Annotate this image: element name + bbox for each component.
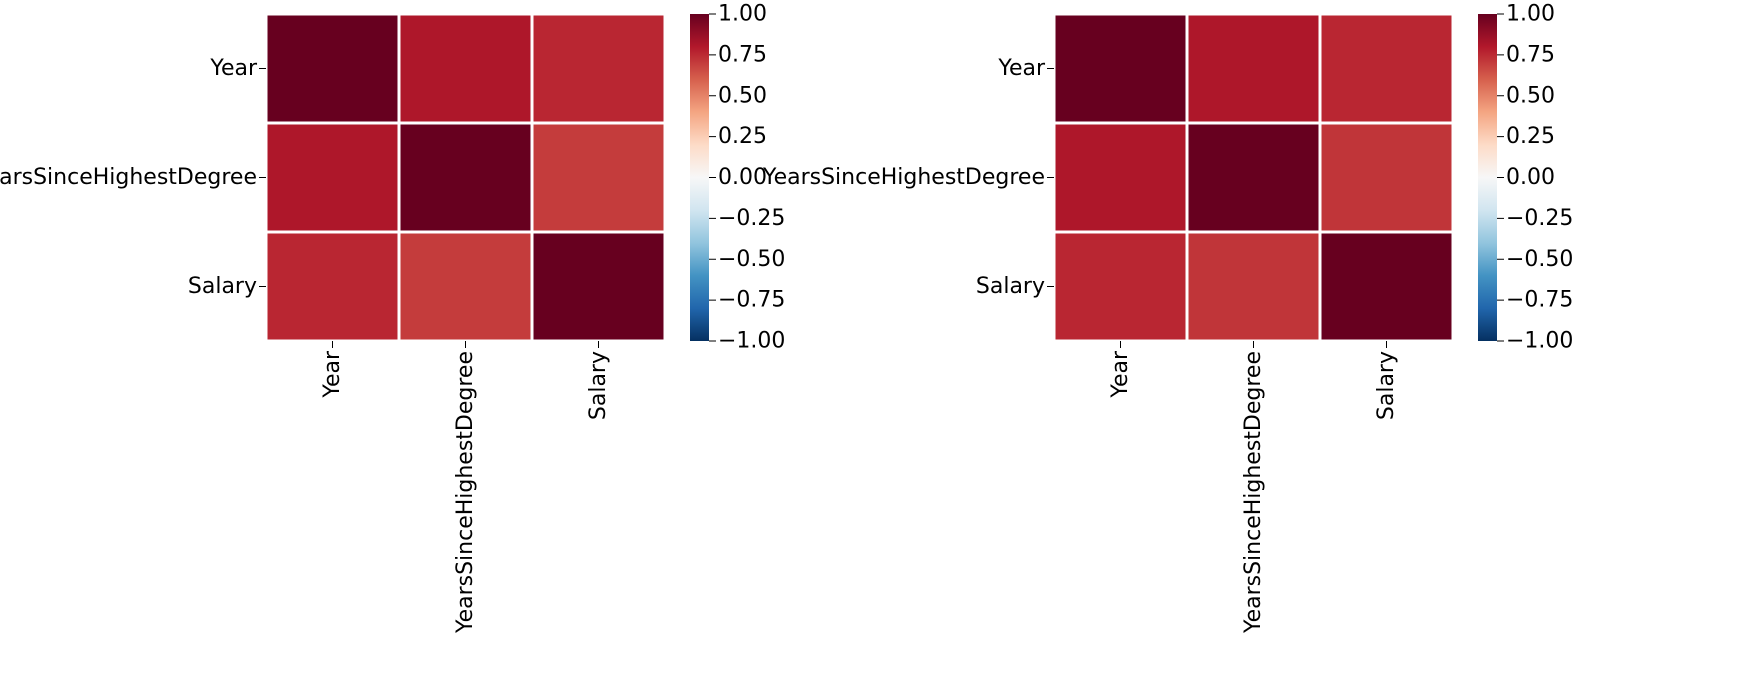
colorbar-tick-label: 0.50 (1506, 83, 1555, 108)
y-tick-label: YearsSinceHighestDegree (762, 165, 1045, 190)
x-tick-label: Year (1108, 350, 1133, 399)
colorbar-tick-label: −0.75 (718, 288, 785, 313)
heatmap-cell (264, 230, 401, 343)
heatmap-cell (530, 230, 667, 343)
colorbar-tick-label: −0.50 (1506, 247, 1573, 272)
y-tick-label: Year (209, 56, 258, 81)
x-tick-label: YearsSinceHighestDegree (453, 351, 478, 634)
heatmap-cell (1318, 12, 1455, 125)
colorbar-tick-label: 0.50 (718, 83, 767, 108)
colorbar-tick-label: 0.75 (1506, 42, 1555, 67)
heatmap-cell (1318, 230, 1455, 343)
y-tick-label: Year (997, 56, 1046, 81)
colorbar-tick-label: 1.00 (718, 2, 767, 27)
y-tick-label: YearsSinceHighestDegree (0, 165, 257, 190)
y-tick-label: Salary (188, 274, 257, 299)
heatmap-cell (264, 12, 401, 125)
heatmap-cell (397, 121, 534, 234)
heatmap-cell (530, 121, 667, 234)
heatmap-cell (1185, 121, 1322, 234)
y-tick-label: Salary (976, 274, 1045, 299)
colorbar-tick-label: 1.00 (1506, 2, 1555, 27)
colorbar-tick-label: −1.00 (1506, 329, 1573, 354)
colorbar-tick-label: 0.75 (718, 42, 767, 67)
colorbar-tick-label: 0.25 (718, 124, 767, 149)
colorbar (1478, 14, 1497, 341)
heatmap-cell (1052, 12, 1189, 125)
colorbar (690, 14, 709, 341)
colorbar-tick-label: −1.00 (718, 329, 785, 354)
colorbar-tick-label: −0.25 (718, 206, 785, 231)
colorbar-tick-label: 0.00 (1506, 165, 1555, 190)
heatmap-cell (397, 230, 534, 343)
colorbar-tick-label: −0.75 (1506, 288, 1573, 313)
heatmap-cell (1318, 121, 1455, 234)
heatmap-cell (1185, 12, 1322, 125)
x-tick-label: Salary (586, 351, 611, 420)
x-tick-label: YearsSinceHighestDegree (1241, 351, 1266, 634)
heatmap-panel-left: Year YearsSinceHighestDegree Salary Year Yea… (0, 2, 785, 634)
colorbar-tick-label: −0.25 (1506, 206, 1573, 231)
heatmap-cell (1052, 121, 1189, 234)
heatmap-cell (264, 121, 401, 234)
x-tick-label: Salary (1374, 351, 1399, 420)
colorbar-tick-label: 0.00 (718, 165, 767, 190)
colorbar-tick-label: 0.25 (1506, 124, 1555, 149)
x-tick-label: Year (320, 350, 345, 399)
heatmap-cell (1185, 230, 1322, 343)
heatmap-cell (1052, 230, 1189, 343)
heatmap-cell (397, 12, 534, 125)
heatmap-panel-right: Year YearsSinceHighestDegree Salary Year Yea… (762, 2, 1573, 634)
heatmap-cell (530, 12, 667, 125)
colorbar-tick-label: −0.50 (718, 247, 785, 272)
